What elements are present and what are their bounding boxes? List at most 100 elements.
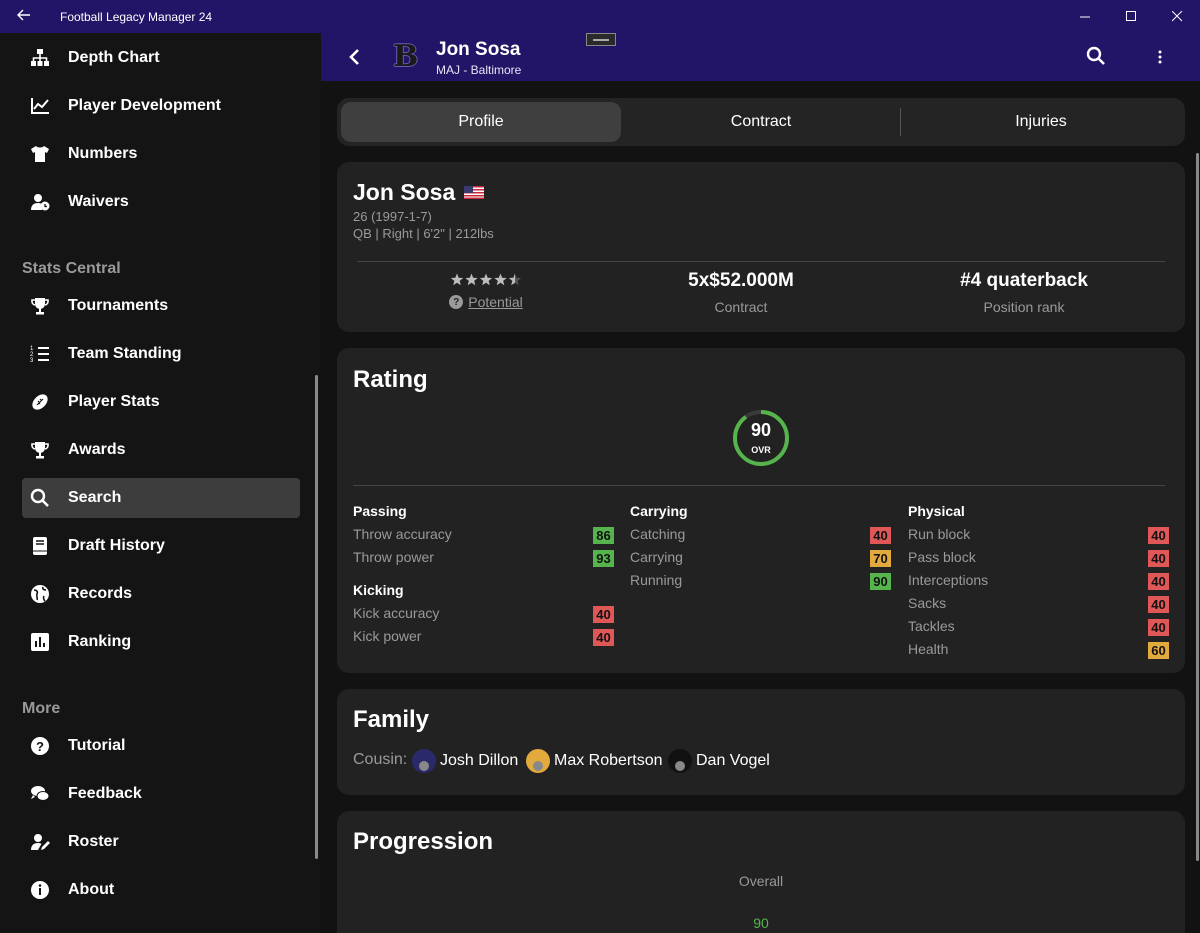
search-icon (1086, 46, 1105, 65)
rating-ring-graphic (733, 410, 789, 466)
attribute-name: Kick accuracy (353, 605, 440, 621)
potential-stat: ? Potential (397, 273, 575, 310)
sidebar-item-label: Depth Chart (68, 49, 160, 66)
attribute-value-badge: 40 (1148, 619, 1169, 636)
potential-stars (397, 273, 575, 290)
overall-value: 90 (750, 420, 772, 440)
close-button[interactable] (1154, 0, 1200, 33)
us-flag-icon (464, 186, 485, 199)
attribute-value-badge: 40 (1148, 596, 1169, 613)
relative-max-robertson[interactable]: Max Robertson (526, 749, 663, 773)
sidebar-item-label: Roster (68, 833, 119, 850)
attribute-name: Pass block (908, 549, 976, 565)
minimize-button[interactable] (1062, 0, 1108, 33)
question-circle-icon: ? (449, 295, 464, 309)
star-icon (465, 273, 478, 286)
sidebar-item-numbers[interactable]: Numbers (22, 134, 300, 174)
tab-injuries[interactable]: Injuries (1015, 113, 1067, 130)
sidebar-item-label: Tutorial (68, 737, 126, 754)
sidebar-item-player-stats[interactable]: Player Stats (22, 382, 300, 422)
relative-josh-dillon[interactable]: Josh Dillon (412, 749, 518, 773)
sitemap-icon (22, 48, 68, 68)
star-icon (450, 273, 464, 286)
sidebar-item-ranking[interactable]: Ranking (22, 622, 300, 662)
tab-separator (900, 108, 901, 136)
search-icon (22, 488, 68, 508)
sidebar-item-feedback[interactable]: Feedback (22, 774, 300, 814)
sidebar-item-label: Draft History (68, 537, 165, 554)
attribute-value-badge: 93 (593, 550, 614, 567)
contract-label: Contract (714, 299, 768, 315)
attribute-name: Tackles (908, 618, 955, 634)
rating-group-passing: Passing (353, 503, 407, 519)
search-button[interactable] (1086, 46, 1106, 71)
sidebar-item-label: Records (68, 585, 133, 602)
sidebar-item-about[interactable]: About (22, 870, 300, 910)
profile-card: Jon Sosa 26 (1997-1-7) QB | Right | 6'2"… (337, 162, 1185, 332)
football-icon (22, 392, 68, 412)
sidebar-item-player-development[interactable]: Player Development (22, 86, 300, 126)
rank-value: #4 quaterback (960, 270, 1088, 291)
chart-line-icon (22, 96, 68, 116)
more-options-button[interactable] (1156, 45, 1164, 74)
potential-link[interactable]: ? Potential (397, 294, 575, 310)
sidebar-item-label: Awards (68, 441, 126, 458)
back-button[interactable] (343, 45, 367, 69)
sidebar-item-label: Player Stats (68, 393, 160, 410)
tab-profile[interactable]: Profile (341, 102, 621, 142)
relation-label: Cousin: (353, 751, 408, 768)
sidebar-item-search[interactable]: Search (22, 478, 300, 518)
maximize-button[interactable] (1108, 0, 1154, 33)
sidebar: Stats Central More Depth Chart Player Dev… (0, 33, 321, 933)
sidebar-item-team-standing[interactable]: 1 2 3 Team Standing (22, 334, 300, 374)
attribute-name: Interceptions (908, 572, 989, 588)
header-player-name: Jon Sosa (436, 39, 521, 60)
player-header: B Jon Sosa MAJ - Baltimore (321, 33, 1200, 81)
sidebar-item-label: Search (68, 489, 122, 506)
sidebar-item-records[interactable]: Records (22, 574, 300, 614)
relative-name: Josh Dillon (440, 752, 519, 769)
star-icon (508, 273, 522, 286)
user-clock-icon (22, 192, 68, 212)
chevron-left-icon (349, 49, 359, 65)
overall-label: OVR (751, 445, 771, 455)
svg-text:3: 3 (30, 358, 34, 364)
rating-group-physical: Physical (908, 503, 965, 519)
sidebar-item-tournaments[interactable]: Tournaments (22, 286, 300, 326)
sidebar-item-label: Numbers (68, 145, 138, 162)
attribute-value-badge: 70 (870, 550, 891, 567)
progression-card: Progression Overall 90 (337, 811, 1185, 933)
profile-info: QB | Right | 6'2" | 212lbs (353, 226, 494, 241)
globe-icon (22, 584, 68, 604)
user-edit-icon (22, 832, 68, 852)
sidebar-item-label: Ranking (68, 633, 132, 650)
avatar (668, 749, 692, 773)
attribute-name: Sacks (908, 595, 947, 611)
window-back-button[interactable] (0, 8, 48, 26)
sidebar-item-tutorial[interactable]: ? Tutorial (22, 726, 300, 766)
sidebar-scrollbar[interactable] (315, 375, 318, 859)
sidebar-item-waivers[interactable]: Waivers (22, 182, 300, 222)
tab-contract[interactable]: Contract (730, 113, 792, 130)
comments-icon (22, 784, 68, 804)
attribute-name: Carrying (630, 549, 683, 565)
info-icon (22, 880, 68, 900)
attribute-value-badge: 40 (1148, 550, 1169, 567)
sidebar-item-depth-chart[interactable]: Depth Chart (22, 38, 300, 78)
profile-name-row: Jon Sosa (353, 179, 485, 206)
trophy-icon (22, 296, 68, 316)
attribute-value-badge: 40 (1148, 573, 1169, 590)
attribute-value-badge: 86 (593, 527, 614, 544)
attribute-value-badge: 40 (1148, 527, 1169, 544)
relative-dan-vogel[interactable]: Dan Vogel (668, 749, 770, 773)
drag-handle[interactable] (586, 33, 616, 46)
rating-group-carrying: Carrying (630, 503, 688, 519)
sidebar-item-draft-history[interactable]: Draft History (22, 526, 300, 566)
main-scrollbar[interactable] (1196, 153, 1199, 861)
profile-age: 26 (1997-1-7) (353, 209, 432, 224)
attribute-value-badge: 40 (593, 606, 614, 623)
rating-card: Rating 90 OVR Passing Throw accuracy 86 Thr… (337, 348, 1185, 673)
sidebar-item-roster[interactable]: Roster (22, 822, 300, 862)
sidebar-item-awards[interactable]: Awards (22, 430, 300, 470)
profile-divider (357, 261, 1165, 262)
